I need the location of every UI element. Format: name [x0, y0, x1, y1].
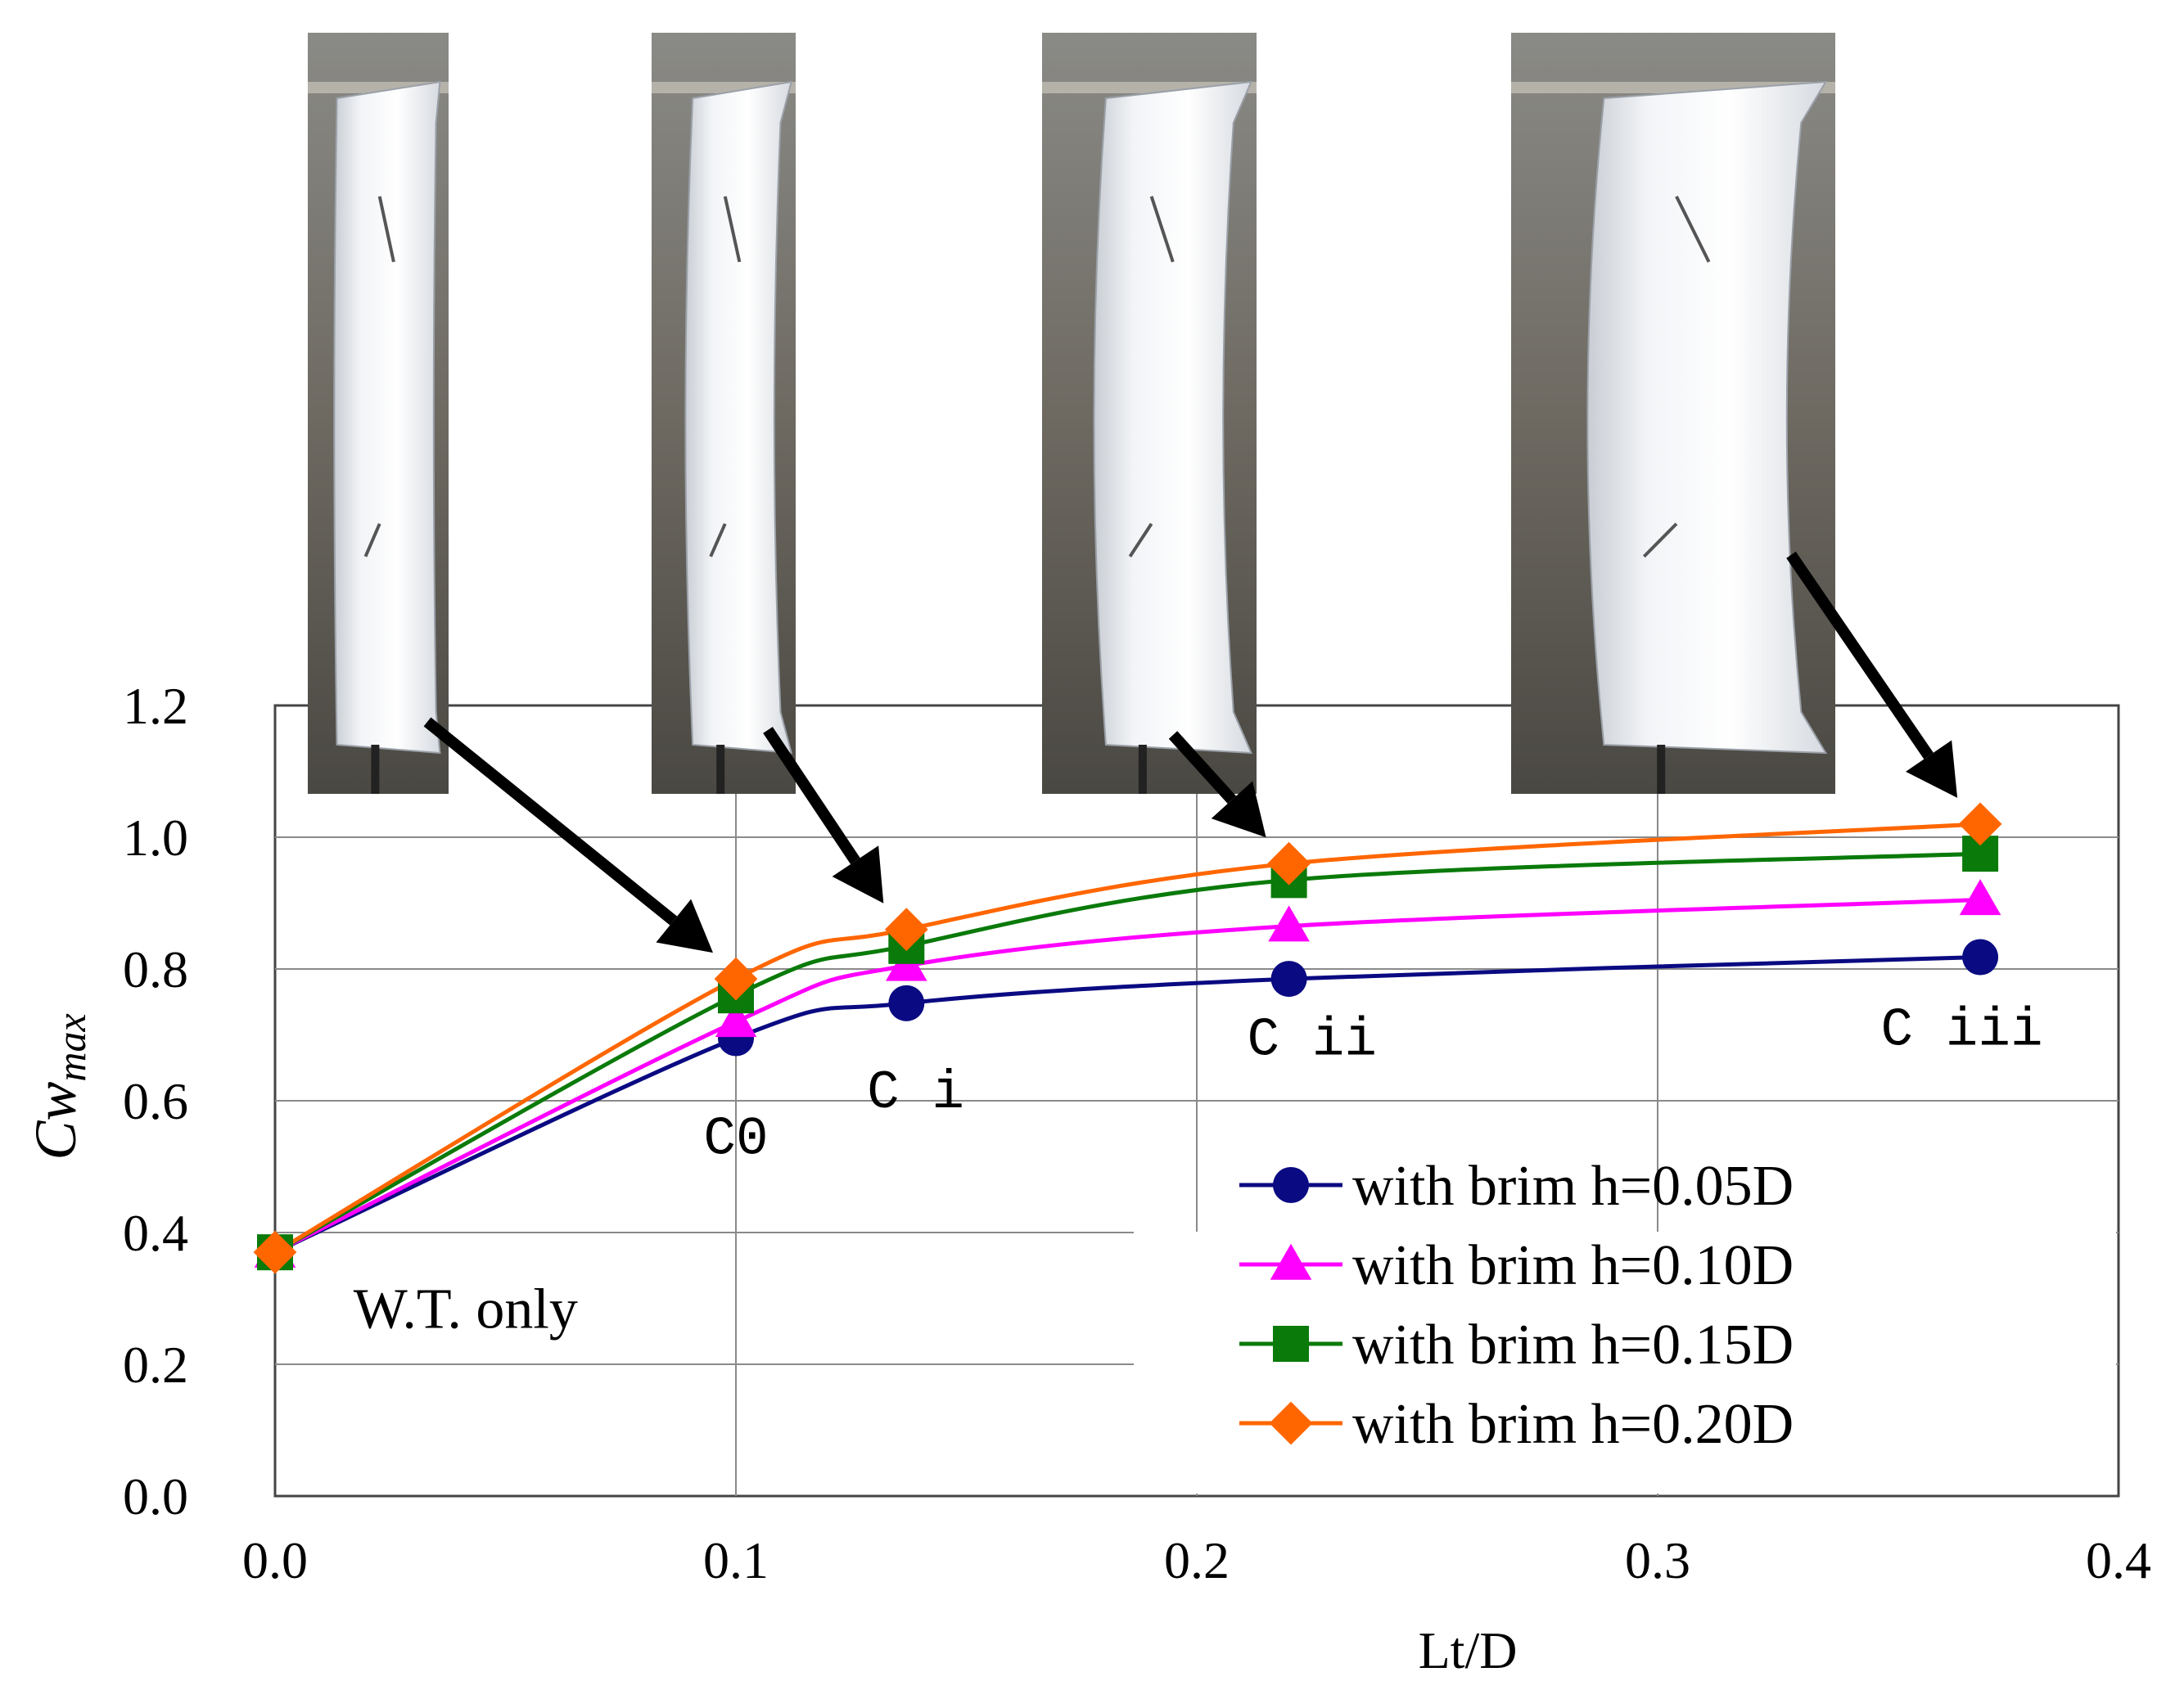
- shroud-mast: [716, 745, 725, 794]
- y-tick-label: 1.2: [123, 677, 188, 735]
- shroud-shape: [333, 80, 441, 755]
- legend-label: with brim h=0.20D: [1352, 1393, 1794, 1456]
- x-tick-label: 0.0: [242, 1531, 308, 1589]
- x-axis-label: Lt/D: [1419, 1621, 1518, 1679]
- series-line-4: [273, 822, 1981, 1255]
- shroud-photos: [308, 33, 1835, 794]
- y-axis-label: Cwmax: [23, 1013, 94, 1160]
- shroud-pin: [1675, 196, 1711, 263]
- shroud-cii-photo: [1042, 33, 1257, 794]
- shroud-pin: [709, 523, 727, 557]
- shroud-c0-photo: [308, 33, 449, 794]
- annotations: W.T. only C0 C i C ii C iii: [354, 1000, 2043, 1341]
- shroud-pin: [377, 196, 395, 263]
- arrow-head: [832, 845, 884, 904]
- series-line-1: [273, 955, 1981, 1255]
- shroud-pin: [1642, 522, 1678, 558]
- x-tick-label: 0.4: [2086, 1531, 2151, 1589]
- data-point-diamond: [884, 908, 928, 952]
- x-tick-label: 0.3: [1625, 1531, 1690, 1589]
- arrow-head: [1211, 781, 1266, 838]
- arrow-shaft: [423, 717, 678, 926]
- y-tick-label: 1.0: [123, 809, 188, 867]
- data-point-diamond: [1958, 802, 2002, 846]
- shroud-shape: [1093, 80, 1253, 755]
- axes: 0.0 0.1 0.2 0.3 0.4 0.0 0.2 0.4 0.6 0.8 1.0 1.2: [123, 677, 2151, 1589]
- y-tick-label: 0.6: [123, 1072, 188, 1130]
- legend-label: with brim h=0.15D: [1352, 1314, 1794, 1377]
- y-tick-label: 0.0: [123, 1467, 188, 1526]
- shroud-pin: [723, 196, 742, 263]
- series-line-3: [273, 851, 1981, 1255]
- legend-marker: [1269, 1401, 1313, 1445]
- annotation-config-label: C ii: [1248, 1010, 1377, 1071]
- annotation-wt-only: W.T. only: [354, 1278, 578, 1341]
- series-markers: [253, 802, 2002, 1274]
- annotation-config-label: C i: [867, 1062, 964, 1124]
- shroud-ci-photo: [652, 33, 796, 794]
- arrow-shaft: [1168, 731, 1237, 804]
- y-axis-label-sub: max: [48, 1013, 94, 1081]
- x-tick-label: 0.1: [703, 1531, 769, 1589]
- shroud-mast: [371, 745, 380, 794]
- annotation-config-label: C iii: [1881, 1000, 2043, 1061]
- legend-label: with brim h=0.05D: [1352, 1155, 1794, 1218]
- data-point-circle: [1962, 939, 1999, 976]
- shroud-pin: [1149, 196, 1175, 263]
- data-point-triangle: [1268, 905, 1310, 942]
- data-point-diamond: [253, 1230, 297, 1274]
- shroud-shape: [684, 80, 793, 755]
- annotation-config-label: C0: [703, 1108, 768, 1169]
- shroud-mast: [1138, 745, 1147, 794]
- data-point-circle: [888, 985, 925, 1021]
- legend-marker: [1270, 1243, 1312, 1280]
- arrow-shaft: [763, 727, 860, 865]
- shroud-pin: [1128, 522, 1153, 558]
- y-tick-label: 0.2: [123, 1336, 188, 1394]
- arrow-shaft: [1786, 552, 1934, 759]
- y-tick-label: 0.4: [123, 1204, 188, 1262]
- shroud-ciii-photo: [1511, 33, 1835, 794]
- arrow-head: [1906, 740, 1958, 798]
- shroud-shape: [1586, 80, 1828, 755]
- shroud-mast: [1657, 745, 1666, 794]
- legend: with brim h=0.05D with brim h=0.10D with b…: [1134, 1155, 2116, 1494]
- x-tick-label: 0.2: [1164, 1531, 1230, 1589]
- legend-marker: [1273, 1167, 1309, 1203]
- legend-label: with brim h=0.10D: [1352, 1234, 1794, 1297]
- data-point-diamond: [714, 957, 758, 1001]
- y-tick-label: 0.8: [123, 940, 188, 998]
- data-point-triangle: [1959, 879, 2001, 916]
- series-line-2: [273, 897, 1981, 1255]
- legend-marker: [1273, 1326, 1309, 1362]
- data-point-diamond: [1267, 841, 1311, 886]
- series-lines: [273, 822, 1981, 1255]
- arrow-head: [656, 899, 713, 953]
- data-point-triangle: [715, 1001, 757, 1038]
- y-axis-label-main: Cw: [23, 1082, 88, 1160]
- photo-arrows: [423, 552, 1958, 953]
- shroud-pin: [363, 523, 381, 557]
- data-point-circle: [1270, 961, 1307, 998]
